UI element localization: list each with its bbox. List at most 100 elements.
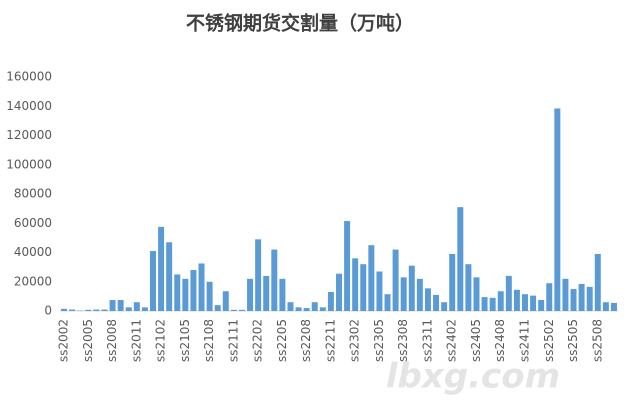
y-tick-label: 20000 xyxy=(14,274,52,288)
bar xyxy=(457,207,464,311)
bar xyxy=(61,308,68,311)
bar xyxy=(522,294,528,311)
x-tick-label: ss2211 xyxy=(323,319,337,362)
bar xyxy=(141,307,148,311)
x-tick-label: ss2505 xyxy=(566,319,580,362)
x-tick-label: ss2302 xyxy=(348,319,362,362)
bar xyxy=(586,286,593,311)
bar xyxy=(505,275,512,311)
y-tick-label: 80000 xyxy=(14,187,52,201)
bar xyxy=(198,263,205,311)
bar xyxy=(497,291,504,311)
bar xyxy=(570,289,577,311)
x-tick-label: ss2102 xyxy=(154,319,168,362)
bar xyxy=(465,264,472,311)
bar xyxy=(85,309,92,311)
bar xyxy=(481,297,488,311)
x-tick-label: ss2308 xyxy=(396,319,410,362)
watermark: lbxg.com xyxy=(386,357,560,397)
bar xyxy=(303,308,310,311)
bar xyxy=(117,300,124,311)
bar xyxy=(610,302,617,311)
x-tick-label: ss2005 xyxy=(81,319,95,362)
y-tick-label: 60000 xyxy=(14,216,52,230)
bar xyxy=(416,278,423,311)
bar xyxy=(214,305,221,311)
x-tick-label: ss2111 xyxy=(226,319,240,362)
x-tick-label: ss2502 xyxy=(542,319,556,362)
x-tick-label: ss2405 xyxy=(469,319,483,362)
bar xyxy=(538,300,545,311)
bar xyxy=(222,291,229,311)
x-tick-label: ss2205 xyxy=(275,319,289,362)
bar xyxy=(327,291,334,311)
y-tick-label: 40000 xyxy=(14,245,52,259)
bar xyxy=(489,297,496,311)
x-tick-label: ss2008 xyxy=(105,319,119,362)
bar xyxy=(376,271,383,311)
bar xyxy=(287,302,294,311)
bar xyxy=(238,309,245,311)
bar xyxy=(424,288,431,311)
bar xyxy=(101,309,108,311)
bar xyxy=(271,249,278,311)
x-tick-label: ss2011 xyxy=(129,319,143,362)
bar xyxy=(93,309,100,311)
bar xyxy=(562,278,569,311)
bar xyxy=(408,265,415,311)
bar xyxy=(554,108,561,311)
bar xyxy=(602,302,609,311)
bar xyxy=(336,273,342,311)
bar xyxy=(530,295,537,311)
bar xyxy=(206,281,213,311)
bar xyxy=(473,277,480,311)
bar xyxy=(513,289,520,311)
bar xyxy=(319,307,326,311)
y-tick-label: 0 xyxy=(44,304,52,318)
bar xyxy=(400,277,407,311)
bar xyxy=(255,239,262,311)
bar xyxy=(158,226,165,311)
bar xyxy=(441,302,448,311)
bar xyxy=(174,274,181,311)
bar xyxy=(392,249,399,311)
y-tick-label: 120000 xyxy=(6,128,52,142)
x-tick-label: ss2208 xyxy=(299,319,313,362)
bar xyxy=(125,307,132,311)
x-tick-label: ss2311 xyxy=(420,319,434,362)
bar xyxy=(295,307,302,311)
bar xyxy=(594,253,601,311)
y-tick-label: 160000 xyxy=(6,70,52,84)
bar xyxy=(384,294,391,311)
y-tick-label: 140000 xyxy=(6,99,52,113)
x-tick-label: ss2411 xyxy=(518,319,532,362)
x-tick-label: ss2202 xyxy=(251,319,265,362)
bar xyxy=(182,278,189,311)
bar xyxy=(109,300,116,311)
bar xyxy=(449,253,456,311)
bar xyxy=(133,302,140,311)
bar xyxy=(230,309,237,311)
x-tick-label: ss2305 xyxy=(372,319,386,362)
bar xyxy=(352,258,359,311)
bar xyxy=(263,275,270,311)
bar xyxy=(546,283,553,311)
bar xyxy=(344,221,351,311)
x-tick-label: ss2002 xyxy=(57,319,71,362)
x-tick-label: ss2402 xyxy=(445,319,459,362)
bar xyxy=(279,278,286,311)
bar xyxy=(360,264,367,311)
x-tick-label: ss2408 xyxy=(493,319,507,362)
y-tick-label: 100000 xyxy=(6,157,52,171)
bar xyxy=(433,294,440,311)
bar xyxy=(150,251,156,311)
x-tick-label: ss2108 xyxy=(202,319,216,362)
bar xyxy=(69,309,76,311)
bar xyxy=(190,270,197,311)
bar xyxy=(368,245,375,311)
bar xyxy=(247,278,254,311)
bar xyxy=(166,242,173,311)
bar xyxy=(578,283,585,311)
chart-title: 不锈钢期货交割量（万吨） xyxy=(186,12,414,35)
